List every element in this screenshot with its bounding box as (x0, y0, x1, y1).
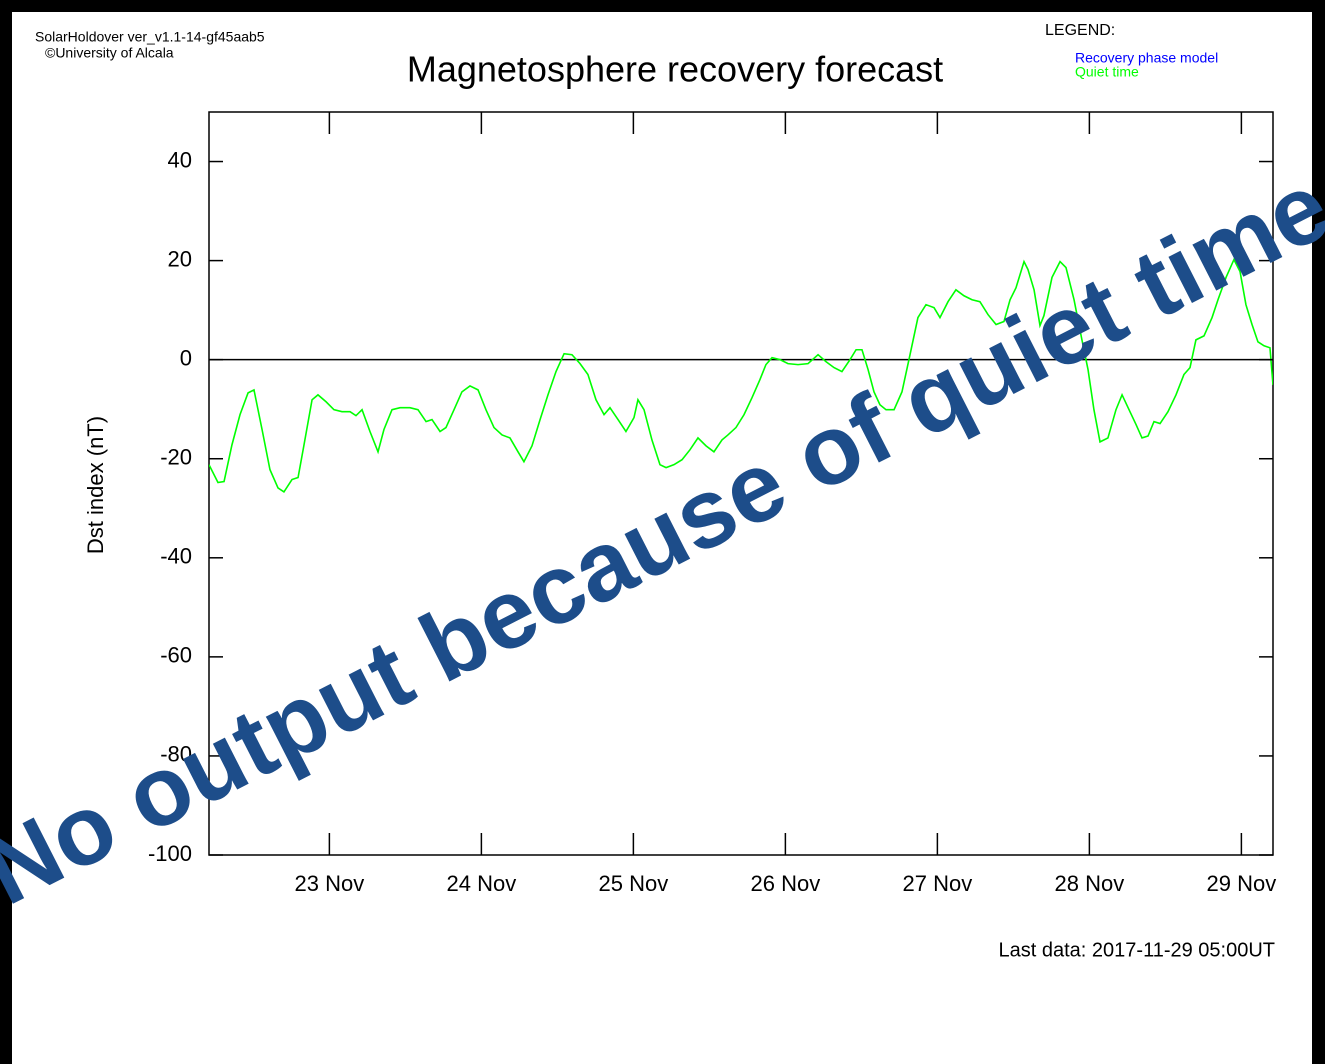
x-tick-label: 23 Nov (295, 871, 365, 896)
legend-entry: Recovery phase model (1075, 50, 1218, 66)
x-tick-label: 24 Nov (447, 871, 517, 896)
copyright-text: ©University of Alcala (45, 45, 174, 61)
background (12, 12, 1312, 1064)
chart-title: Magnetosphere recovery forecast (407, 49, 943, 90)
footer-text: Last data: 2017-11-29 05:00UT (999, 939, 1275, 961)
x-tick-label: 27 Nov (903, 871, 973, 896)
y-axis-label: Dst index (nT) (83, 416, 108, 554)
y-tick-label: 0 (180, 345, 192, 370)
plot-frame (208, 111, 1274, 856)
plot-area (209, 257, 1273, 494)
y-tick-label: -40 (160, 544, 192, 569)
x-tick-label: 29 Nov (1207, 871, 1277, 896)
data-line (209, 257, 1273, 494)
y-tick-label: -20 (160, 445, 192, 470)
y-tick-label: -80 (160, 742, 192, 767)
y-tick-label: 20 (168, 246, 192, 271)
x-tick-label: 28 Nov (1055, 871, 1125, 896)
x-tick-label: 25 Nov (599, 871, 669, 896)
y-tick-label: 40 (168, 147, 192, 172)
x-tick-label: 26 Nov (751, 871, 821, 896)
y-tick-label: -60 (160, 643, 192, 668)
version-text: SolarHoldover ver_v1.1-14-gf45aab5 (35, 29, 265, 45)
legend-title: LEGEND: (1045, 22, 1115, 39)
y-tick-label: -100 (148, 841, 192, 866)
legend-entry: Quiet time (1075, 64, 1139, 80)
